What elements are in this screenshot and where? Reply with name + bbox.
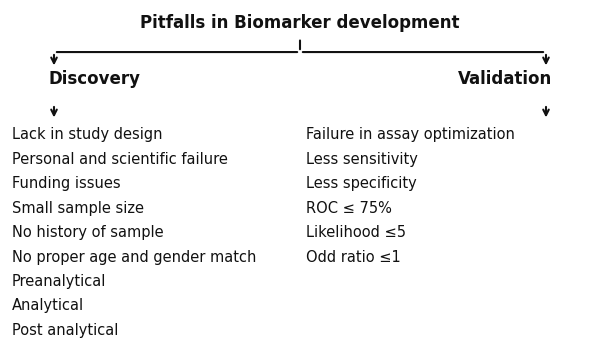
Text: Post analytical: Post analytical: [12, 323, 118, 338]
Text: Failure in assay optimization: Failure in assay optimization: [306, 127, 515, 143]
Text: Less sensitivity: Less sensitivity: [306, 152, 418, 167]
Text: Validation: Validation: [458, 70, 552, 88]
Text: Likelihood ≤5: Likelihood ≤5: [306, 225, 406, 240]
Text: Odd ratio ≤1: Odd ratio ≤1: [306, 250, 401, 265]
Text: Personal and scientific failure: Personal and scientific failure: [12, 152, 228, 167]
Text: Analytical: Analytical: [12, 298, 84, 313]
Text: Funding issues: Funding issues: [12, 176, 121, 191]
Text: ROC ≤ 75%: ROC ≤ 75%: [306, 201, 392, 216]
Text: Discovery: Discovery: [48, 70, 140, 88]
Text: No history of sample: No history of sample: [12, 225, 164, 240]
Text: Small sample size: Small sample size: [12, 201, 144, 216]
Text: No proper age and gender match: No proper age and gender match: [12, 250, 256, 265]
Text: Lack in study design: Lack in study design: [12, 127, 163, 143]
Text: Preanalytical: Preanalytical: [12, 274, 106, 289]
Text: Pitfalls in Biomarker development: Pitfalls in Biomarker development: [140, 14, 460, 32]
Text: Less specificity: Less specificity: [306, 176, 417, 191]
